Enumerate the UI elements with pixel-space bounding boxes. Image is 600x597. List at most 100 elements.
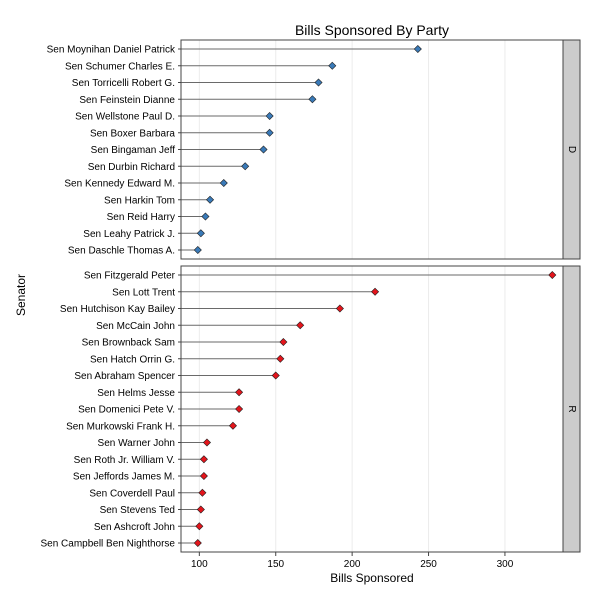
senator-label: Sen Hutchison Kay Bailey — [60, 304, 175, 315]
senator-label: Sen Lott Trent — [112, 287, 175, 298]
senator-label: Sen Moynihan Daniel Patrick — [47, 45, 176, 56]
senator-row: Sen Harkin Tom — [104, 195, 215, 206]
senator-label: Sen Hatch Orrin G. — [90, 354, 175, 365]
senator-label: Sen Harkin Tom — [104, 195, 175, 206]
data-point — [196, 505, 205, 514]
data-point — [193, 245, 202, 255]
data-point — [235, 404, 244, 414]
senator-row: Sen Ashcroft John — [94, 522, 204, 533]
senator-label: Sen Boxer Barbara — [90, 128, 175, 139]
chart-panels: Sen Moynihan Daniel Patrick Sen Schumer C… — [40, 39, 581, 553]
senator-label: Sen Fitzgerald Peter — [84, 271, 176, 282]
senator-row: Sen Helms Jesse — [97, 388, 244, 399]
senator-label: Sen Roth Jr. William V. — [74, 455, 175, 466]
senator-label: Sen Torricelli Robert G. — [72, 78, 175, 89]
panel-background — [181, 266, 563, 552]
data-point — [371, 287, 380, 296]
y-axis-title: Senator — [14, 274, 28, 316]
data-point — [413, 44, 422, 54]
senator-row: Sen Moynihan Daniel Patrick — [47, 45, 422, 56]
data-point — [198, 488, 207, 497]
data-point — [195, 522, 204, 531]
data-point — [296, 321, 305, 330]
data-point — [219, 178, 228, 188]
senator-label: Sen Durbin Richard — [88, 162, 175, 173]
senator-row: Sen Roth Jr. William V. — [74, 455, 208, 466]
data-point — [201, 212, 210, 221]
senator-label: Sen Kennedy Edward M. — [64, 179, 175, 190]
senator-label: Sen Jeffords James M. — [73, 472, 175, 483]
senator-row: Sen Leahy Patrick J. — [83, 229, 205, 240]
data-point — [328, 61, 337, 70]
senator-label: Sen Campbell Ben Nighthorse — [40, 539, 175, 550]
x-tick-label: 300 — [497, 559, 514, 570]
panel-r: Sen Fitzgerald Peter Sen Lott Trent Sen Hu… — [40, 265, 581, 553]
senator-label: Sen Feinstein Dianne — [79, 95, 175, 106]
data-point — [241, 162, 250, 171]
senator-row: Sen Durbin Richard — [88, 162, 250, 173]
data-point — [206, 195, 215, 204]
x-tick-label: 100 — [191, 559, 208, 570]
senator-label: Sen Warner John — [98, 438, 175, 449]
facet-strip-label: D — [566, 146, 577, 153]
senator-label: Sen Helms Jesse — [97, 388, 175, 399]
data-point — [276, 354, 285, 363]
senator-label: Sen Wellstone Paul D. — [75, 112, 175, 123]
data-point — [235, 388, 244, 397]
data-point — [199, 471, 208, 481]
data-point — [265, 111, 274, 121]
data-point — [193, 538, 202, 548]
senator-label: Sen Bingaman Jeff — [91, 145, 176, 156]
senator-label: Sen Leahy Patrick J. — [83, 229, 175, 240]
data-point — [196, 229, 205, 238]
senator-row: Sen Kennedy Edward M. — [64, 178, 228, 190]
senator-label: Sen Ashcroft John — [94, 522, 175, 533]
senator-label: Sen Stevens Ted — [100, 505, 175, 516]
senator-row: Sen Feinstein Dianne — [79, 95, 317, 106]
senator-row: Sen Warner John — [98, 438, 212, 449]
data-point — [202, 438, 212, 447]
data-point — [199, 455, 208, 464]
senator-row: Sen Hutchison Kay Bailey — [60, 304, 344, 315]
data-point — [308, 95, 317, 104]
chart-title: Bills Sponsored By Party — [295, 22, 449, 38]
senator-row: Sen Lott Trent — [112, 287, 380, 298]
senator-label: Sen Reid Harry — [107, 212, 175, 223]
facet-strip-label: R — [566, 405, 577, 412]
senator-row: Sen Schumer Charles E. — [65, 61, 337, 72]
senator-label: Sen Abraham Spencer — [74, 371, 175, 382]
senator-row: Sen Brownback Sam — [82, 337, 288, 349]
data-point — [548, 270, 557, 280]
senator-row: Sen Reid Harry — [107, 212, 210, 223]
facet-strip — [562, 39, 581, 260]
x-axis-title: Bills Sponsored — [330, 571, 413, 585]
data-point — [314, 78, 323, 87]
data-point — [335, 304, 344, 313]
data-point — [279, 337, 288, 347]
senator-label: Sen Coverdell Paul — [89, 488, 175, 499]
senator-row: Sen Coverdell Paul — [89, 488, 207, 499]
senator-row: Sen Campbell Ben Nighthorse — [40, 538, 202, 550]
senator-label: Sen Daschle Thomas A. — [68, 246, 175, 257]
senator-label: Sen Schumer Charles E. — [65, 61, 175, 72]
data-point — [259, 145, 268, 154]
senator-row: Sen McCain John — [96, 321, 305, 332]
x-tick-label: 250 — [420, 559, 437, 570]
senator-label: Sen Domenici Pete V. — [78, 405, 175, 416]
senator-row: Sen Fitzgerald Peter — [84, 270, 557, 282]
panel-d: Sen Moynihan Daniel Patrick Sen Schumer C… — [47, 39, 581, 260]
senator-row: Sen Abraham Spencer — [74, 371, 280, 382]
x-axis: 100 150 200 250 300 — [191, 552, 514, 570]
data-point — [228, 421, 237, 430]
senator-row: Sen Murkowski Frank H. — [66, 421, 237, 432]
senator-row: Sen Daschle Thomas A. — [68, 246, 202, 257]
data-point — [271, 371, 280, 380]
senator-row: Sen Hatch Orrin G. — [90, 354, 285, 365]
senator-row: Sen Boxer Barbara — [90, 128, 274, 139]
senator-row: Sen Jeffords James M. — [73, 472, 208, 483]
senator-row: Sen Domenici Pete V. — [78, 404, 244, 416]
senator-label: Sen McCain John — [96, 321, 175, 332]
senator-label: Sen Brownback Sam — [82, 338, 175, 349]
x-tick-label: 150 — [267, 559, 284, 570]
